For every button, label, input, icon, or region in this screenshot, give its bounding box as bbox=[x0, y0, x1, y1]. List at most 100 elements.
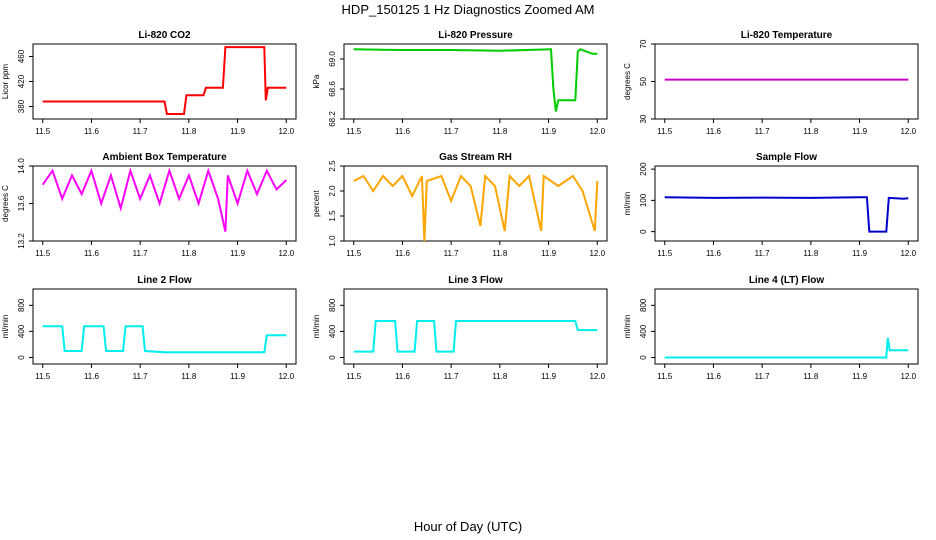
x-tick-label: 11.7 bbox=[133, 372, 149, 381]
x-tick-label: 11.6 bbox=[706, 249, 722, 258]
y-axis-label: percent bbox=[312, 189, 321, 216]
x-tick-label: 11.9 bbox=[541, 372, 557, 381]
x-tick-label: 11.5 bbox=[657, 127, 673, 136]
x-tick-label: 11.6 bbox=[706, 127, 722, 136]
panel-title: Line 2 Flow bbox=[137, 275, 192, 286]
panel-title: Li-820 Temperature bbox=[741, 30, 833, 41]
y-tick-label: 13.2 bbox=[17, 233, 26, 249]
chart-panel: Line 4 (LT) Flow ml/min 11.5 11.6 11.7 11.8 11… bbox=[623, 275, 919, 381]
y-axis-label: ml/min bbox=[623, 192, 632, 216]
x-tick-label: 11.9 bbox=[852, 127, 868, 136]
x-tick-label: 12.0 bbox=[278, 372, 294, 381]
x-tick-label: 11.9 bbox=[852, 249, 868, 258]
plot-frame bbox=[654, 165, 919, 242]
panel-title: Li-820 CO2 bbox=[138, 30, 191, 41]
y-tick-label: 1.5 bbox=[328, 210, 337, 222]
y-tick-label: 30 bbox=[639, 114, 648, 123]
x-tick-label: 11.8 bbox=[492, 372, 508, 381]
chart-panel: Line 3 Flow ml/min 11.5 11.6 11.7 11.8 11.9 12.… bbox=[312, 275, 608, 381]
panel-grid: Li-820 CO2 Licor ppm 11.5 11.6 11.7 11.8 11.9 1… bbox=[1, 30, 919, 381]
panel-title: Sample Flow bbox=[756, 152, 817, 163]
series-line bbox=[42, 325, 287, 354]
y-tick-label: 50 bbox=[639, 77, 648, 86]
chart-panel: Line 2 Flow ml/min 11.5 11.6 11.7 11.8 11.9 12.… bbox=[1, 275, 297, 381]
y-tick-label: 800 bbox=[328, 298, 337, 312]
y-tick-label: 14.0 bbox=[17, 158, 26, 174]
plot-frame bbox=[654, 43, 919, 120]
panel-title: Ambient Box Temperature bbox=[102, 152, 227, 163]
y-tick-label: 0 bbox=[17, 355, 26, 360]
panel-title: Line 4 (LT) Flow bbox=[749, 275, 825, 286]
y-tick-label: 0 bbox=[639, 355, 648, 360]
series-line bbox=[664, 337, 909, 359]
y-tick-label: 69.0 bbox=[328, 51, 337, 67]
x-tick-label: 11.5 bbox=[35, 372, 51, 381]
x-tick-label: 12.0 bbox=[589, 249, 605, 258]
x-tick-label: 11.5 bbox=[657, 249, 673, 258]
y-axis-label: ml/min bbox=[1, 315, 10, 339]
y-tick-label: 1.0 bbox=[328, 235, 337, 247]
x-tick-label: 11.9 bbox=[230, 127, 246, 136]
y-tick-label: 400 bbox=[639, 324, 648, 338]
x-tick-label: 11.6 bbox=[395, 249, 411, 258]
figure-title: HDP_150125 1 Hz Diagnostics Zoomed AM bbox=[342, 2, 595, 17]
x-tick-label: 11.5 bbox=[35, 127, 51, 136]
x-tick-label: 11.7 bbox=[755, 372, 771, 381]
chart-panel: Li-820 Temperature degrees C 11.5 11.6 11.7 1… bbox=[623, 30, 919, 136]
panel-title: Li-820 Pressure bbox=[438, 30, 513, 41]
y-axis-label: ml/min bbox=[312, 315, 321, 339]
x-tick-label: 11.8 bbox=[803, 372, 819, 381]
x-tick-label: 11.8 bbox=[181, 249, 197, 258]
plot-frame bbox=[343, 165, 608, 242]
series-line bbox=[42, 46, 287, 115]
y-tick-label: 2.5 bbox=[328, 160, 337, 172]
x-tick-label: 11.8 bbox=[803, 249, 819, 258]
x-tick-label: 11.7 bbox=[444, 372, 460, 381]
series-line bbox=[664, 196, 909, 233]
y-tick-label: 68.6 bbox=[328, 81, 337, 97]
x-tick-label: 11.9 bbox=[541, 249, 557, 258]
chart-panel: Gas Stream RH percent 11.5 11.6 11.7 11.8 11.9… bbox=[312, 152, 608, 258]
y-tick-label: 68.2 bbox=[328, 111, 337, 127]
x-tick-label: 11.7 bbox=[755, 127, 771, 136]
x-tick-label: 11.8 bbox=[181, 127, 197, 136]
series-line bbox=[353, 48, 598, 112]
x-tick-label: 11.7 bbox=[133, 249, 149, 258]
y-tick-label: 400 bbox=[328, 324, 337, 338]
x-tick-label: 11.9 bbox=[230, 372, 246, 381]
y-tick-label: 380 bbox=[17, 99, 26, 113]
x-tick-label: 11.7 bbox=[444, 249, 460, 258]
plot-frame bbox=[343, 43, 608, 120]
y-tick-label: 800 bbox=[17, 298, 26, 312]
y-axis-label: kPa bbox=[312, 74, 321, 88]
chart-panel: Li-820 CO2 Licor ppm 11.5 11.6 11.7 11.8 11.9 1… bbox=[1, 30, 297, 136]
chart-panel: Li-820 Pressure kPa 11.5 11.6 11.7 11.8 11.9 12… bbox=[312, 30, 608, 136]
series-line bbox=[41, 167, 287, 232]
chart-panel: Sample Flow ml/min 11.5 11.6 11.7 11.8 11.9 12.… bbox=[623, 152, 919, 258]
y-tick-label: 200 bbox=[639, 162, 648, 176]
y-tick-label: 420 bbox=[17, 74, 26, 88]
x-tick-label: 12.0 bbox=[589, 127, 605, 136]
x-tick-label: 11.9 bbox=[852, 372, 868, 381]
x-tick-label: 11.8 bbox=[492, 127, 508, 136]
plot-frame bbox=[343, 288, 608, 365]
x-tick-label: 11.5 bbox=[346, 127, 362, 136]
x-tick-label: 11.7 bbox=[755, 249, 771, 258]
x-tick-label: 11.6 bbox=[84, 127, 100, 136]
x-tick-label: 11.6 bbox=[84, 372, 100, 381]
y-axis-label: Licor ppm bbox=[1, 64, 10, 99]
y-tick-label: 400 bbox=[17, 324, 26, 338]
x-tick-label: 11.8 bbox=[803, 127, 819, 136]
x-tick-label: 11.7 bbox=[133, 127, 149, 136]
x-tick-label: 11.5 bbox=[657, 372, 673, 381]
panel-title: Gas Stream RH bbox=[439, 152, 512, 163]
y-tick-label: 460 bbox=[17, 49, 26, 63]
x-tick-label: 12.0 bbox=[900, 372, 916, 381]
x-tick-label: 11.5 bbox=[346, 372, 362, 381]
y-tick-label: 70 bbox=[639, 39, 648, 48]
x-tick-label: 11.9 bbox=[541, 127, 557, 136]
x-tick-label: 11.5 bbox=[35, 249, 51, 258]
x-axis-label: Hour of Day (UTC) bbox=[414, 519, 522, 534]
y-axis-label: degrees C bbox=[623, 63, 632, 100]
